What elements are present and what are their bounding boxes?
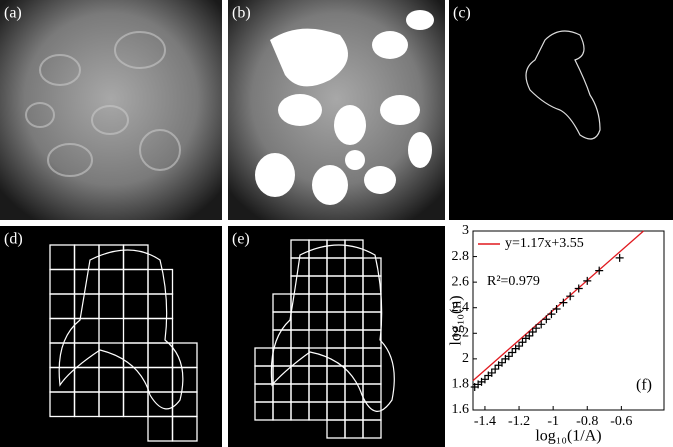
y-tick-label: 2.8 xyxy=(452,249,470,264)
box-panel-e xyxy=(228,226,445,447)
y-tick-label: 1.6 xyxy=(452,402,470,417)
y-tick-label: 2.6 xyxy=(452,274,470,289)
photo-a xyxy=(0,0,222,220)
box-panel-d xyxy=(0,226,222,447)
legend-label: y=1.17x+3.55 xyxy=(505,236,584,251)
annotation: R²=0.979 xyxy=(487,274,540,289)
panel-label: (e) xyxy=(232,231,250,248)
panel-label: (d) xyxy=(4,231,23,248)
y-tick-label: 3 xyxy=(462,223,469,238)
panel-label: (a) xyxy=(4,5,22,22)
panel-label: (b) xyxy=(232,5,251,22)
x-tick-label: -1.4 xyxy=(474,414,496,429)
figure: 1.61.822.22.42.62.83-1.4-1.2-1-0.8-0.6lo… xyxy=(0,0,673,447)
x-tick-label: -0.6 xyxy=(610,414,632,429)
y-axis-label: log₁₀(n) xyxy=(448,295,465,345)
y-tick-label: 1.8 xyxy=(452,377,470,392)
x-tick-label: -1.2 xyxy=(508,414,530,429)
panel-label: (c) xyxy=(453,5,471,22)
x-axis-label: log₁₀(1/A) xyxy=(535,428,601,445)
panel-label: (f) xyxy=(636,377,652,394)
y-tick-label: 2 xyxy=(462,351,469,366)
